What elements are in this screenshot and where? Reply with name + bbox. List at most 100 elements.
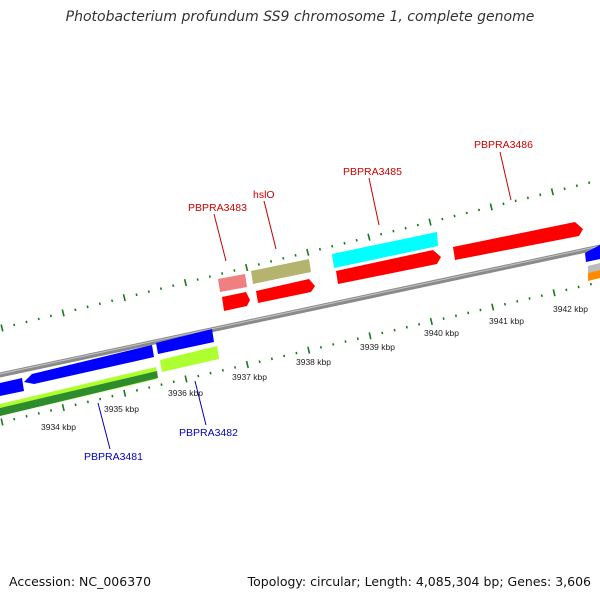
inner-tick — [491, 303, 495, 311]
outer-tick — [0, 324, 4, 332]
gene-edge-blue[interactable] — [585, 245, 600, 262]
inner-tick — [577, 285, 580, 289]
gene-pbpra3482-blue[interactable] — [156, 329, 214, 354]
inner-tick — [418, 322, 421, 326]
inner-tick — [528, 297, 531, 300]
inner-tick — [50, 409, 53, 412]
gene-label-pbpra3482[interactable]: PBPRA3482 — [179, 427, 238, 439]
inner-tick — [234, 366, 237, 369]
kbp-label: 3936 kbp — [168, 388, 203, 398]
gene-label-hslo[interactable]: hslO — [253, 189, 275, 201]
gene-pbpra3485-red[interactable] — [336, 250, 441, 284]
inner-tick — [172, 380, 175, 384]
inner-tick — [565, 288, 568, 292]
inner-tick — [552, 289, 556, 297]
inner-tick — [25, 414, 28, 418]
outer-tick — [550, 188, 554, 196]
outer-tick — [477, 208, 481, 212]
inner-tick — [307, 346, 311, 354]
outer-tick-track — [0, 181, 591, 332]
inner-tick — [13, 417, 16, 421]
kbp-labels: 3934 kbp 3935 kbp 3936 kbp 3937 kbp 3938… — [41, 304, 588, 432]
outer-tick — [13, 323, 16, 327]
inner-tick — [221, 368, 224, 372]
outer-tick — [98, 302, 101, 306]
gene-pbpra3483-red[interactable] — [222, 292, 250, 311]
inner-tick — [503, 302, 507, 306]
gene-hslo-red[interactable] — [256, 279, 315, 303]
inner-tick — [516, 300, 519, 303]
inner-tick — [393, 328, 396, 332]
outer-tick — [37, 317, 40, 321]
outer-tick — [404, 226, 407, 230]
inner-tick — [86, 400, 89, 404]
outer-tick — [563, 187, 566, 191]
outer-tick — [355, 238, 358, 242]
inner-tick — [197, 374, 200, 378]
gene-label-pbpra3483[interactable]: PBPRA3483 — [188, 202, 247, 214]
inner-tick — [332, 343, 335, 346]
gene-left-green[interactable] — [0, 371, 158, 416]
backbone-highlight — [0, 245, 600, 375]
reverse-genes — [0, 329, 219, 416]
inner-tick — [454, 314, 457, 318]
outer-tick — [282, 256, 285, 260]
leader-pbpra3486 — [499, 151, 512, 201]
inner-tick — [295, 351, 298, 355]
inner-tick — [442, 317, 445, 320]
inner-tick — [245, 360, 249, 369]
outer-tick — [221, 272, 224, 275]
inner-tick — [111, 394, 114, 398]
kbp-label: 3941 kbp — [489, 316, 524, 326]
outer-tick — [465, 211, 468, 215]
inner-tick — [270, 357, 273, 361]
kbp-label: 3942 kbp — [553, 304, 588, 314]
inner-tick — [479, 308, 482, 312]
inner-tick — [429, 317, 433, 326]
kbp-label: 3934 kbp — [41, 422, 76, 432]
gene-labels: PBPRA3483 hslO PBPRA3485 PBPRA3486 PBPRA… — [84, 139, 533, 463]
gene-label-leaders — [97, 151, 512, 450]
outer-tick — [343, 241, 346, 245]
kbp-label: 3940 kbp — [424, 328, 459, 338]
backbone-line — [0, 244, 600, 378]
gene-hslo-khaki[interactable] — [251, 259, 311, 284]
outer-tick — [208, 275, 211, 278]
genome-summary-text: Topology: circular; Length: 4,085,304 bp… — [247, 574, 591, 589]
kbp-label: 3938 kbp — [296, 357, 331, 367]
leader-hslo — [263, 200, 277, 250]
gene-label-pbpra3481[interactable]: PBPRA3481 — [84, 451, 143, 463]
inner-tick-track — [0, 282, 592, 426]
outer-tick — [25, 320, 28, 324]
outer-tick — [183, 279, 188, 287]
map-title: Photobacterium profundum SS9 chromosome … — [65, 9, 535, 25]
outer-tick — [514, 199, 517, 203]
outer-tick — [61, 309, 65, 317]
outer-tick — [294, 254, 297, 257]
inner-tick — [589, 282, 592, 286]
gene-pbpra3481-blue[interactable] — [24, 345, 154, 384]
gene-pbpra3486-red[interactable] — [453, 222, 583, 260]
outer-tick — [416, 223, 419, 227]
forward-genes — [218, 222, 600, 311]
leader-pbpra3483 — [213, 213, 227, 262]
outer-tick — [172, 284, 175, 288]
outer-tick — [502, 202, 505, 206]
outer-tick — [74, 308, 77, 312]
gene-edge-orange[interactable] — [588, 270, 600, 281]
inner-tick — [344, 340, 347, 343]
gene-pbpra3485-cyan[interactable] — [332, 232, 438, 268]
outer-tick — [331, 244, 334, 248]
inner-tick — [540, 294, 543, 298]
inner-tick — [356, 337, 359, 341]
gene-label-pbpra3485[interactable]: PBPRA3485 — [343, 166, 402, 178]
inner-tick — [258, 360, 261, 364]
gene-label-pbpra3486[interactable]: PBPRA3486 — [474, 139, 533, 151]
inner-tick — [368, 332, 372, 340]
gene-left-blue[interactable] — [0, 378, 24, 396]
gene-edge-gray[interactable] — [588, 263, 600, 273]
outer-tick — [306, 248, 310, 256]
gene-pbpra3483-pink[interactable] — [218, 274, 247, 292]
gene-pbpra3482-lime[interactable] — [160, 346, 219, 372]
inner-tick — [148, 386, 151, 389]
